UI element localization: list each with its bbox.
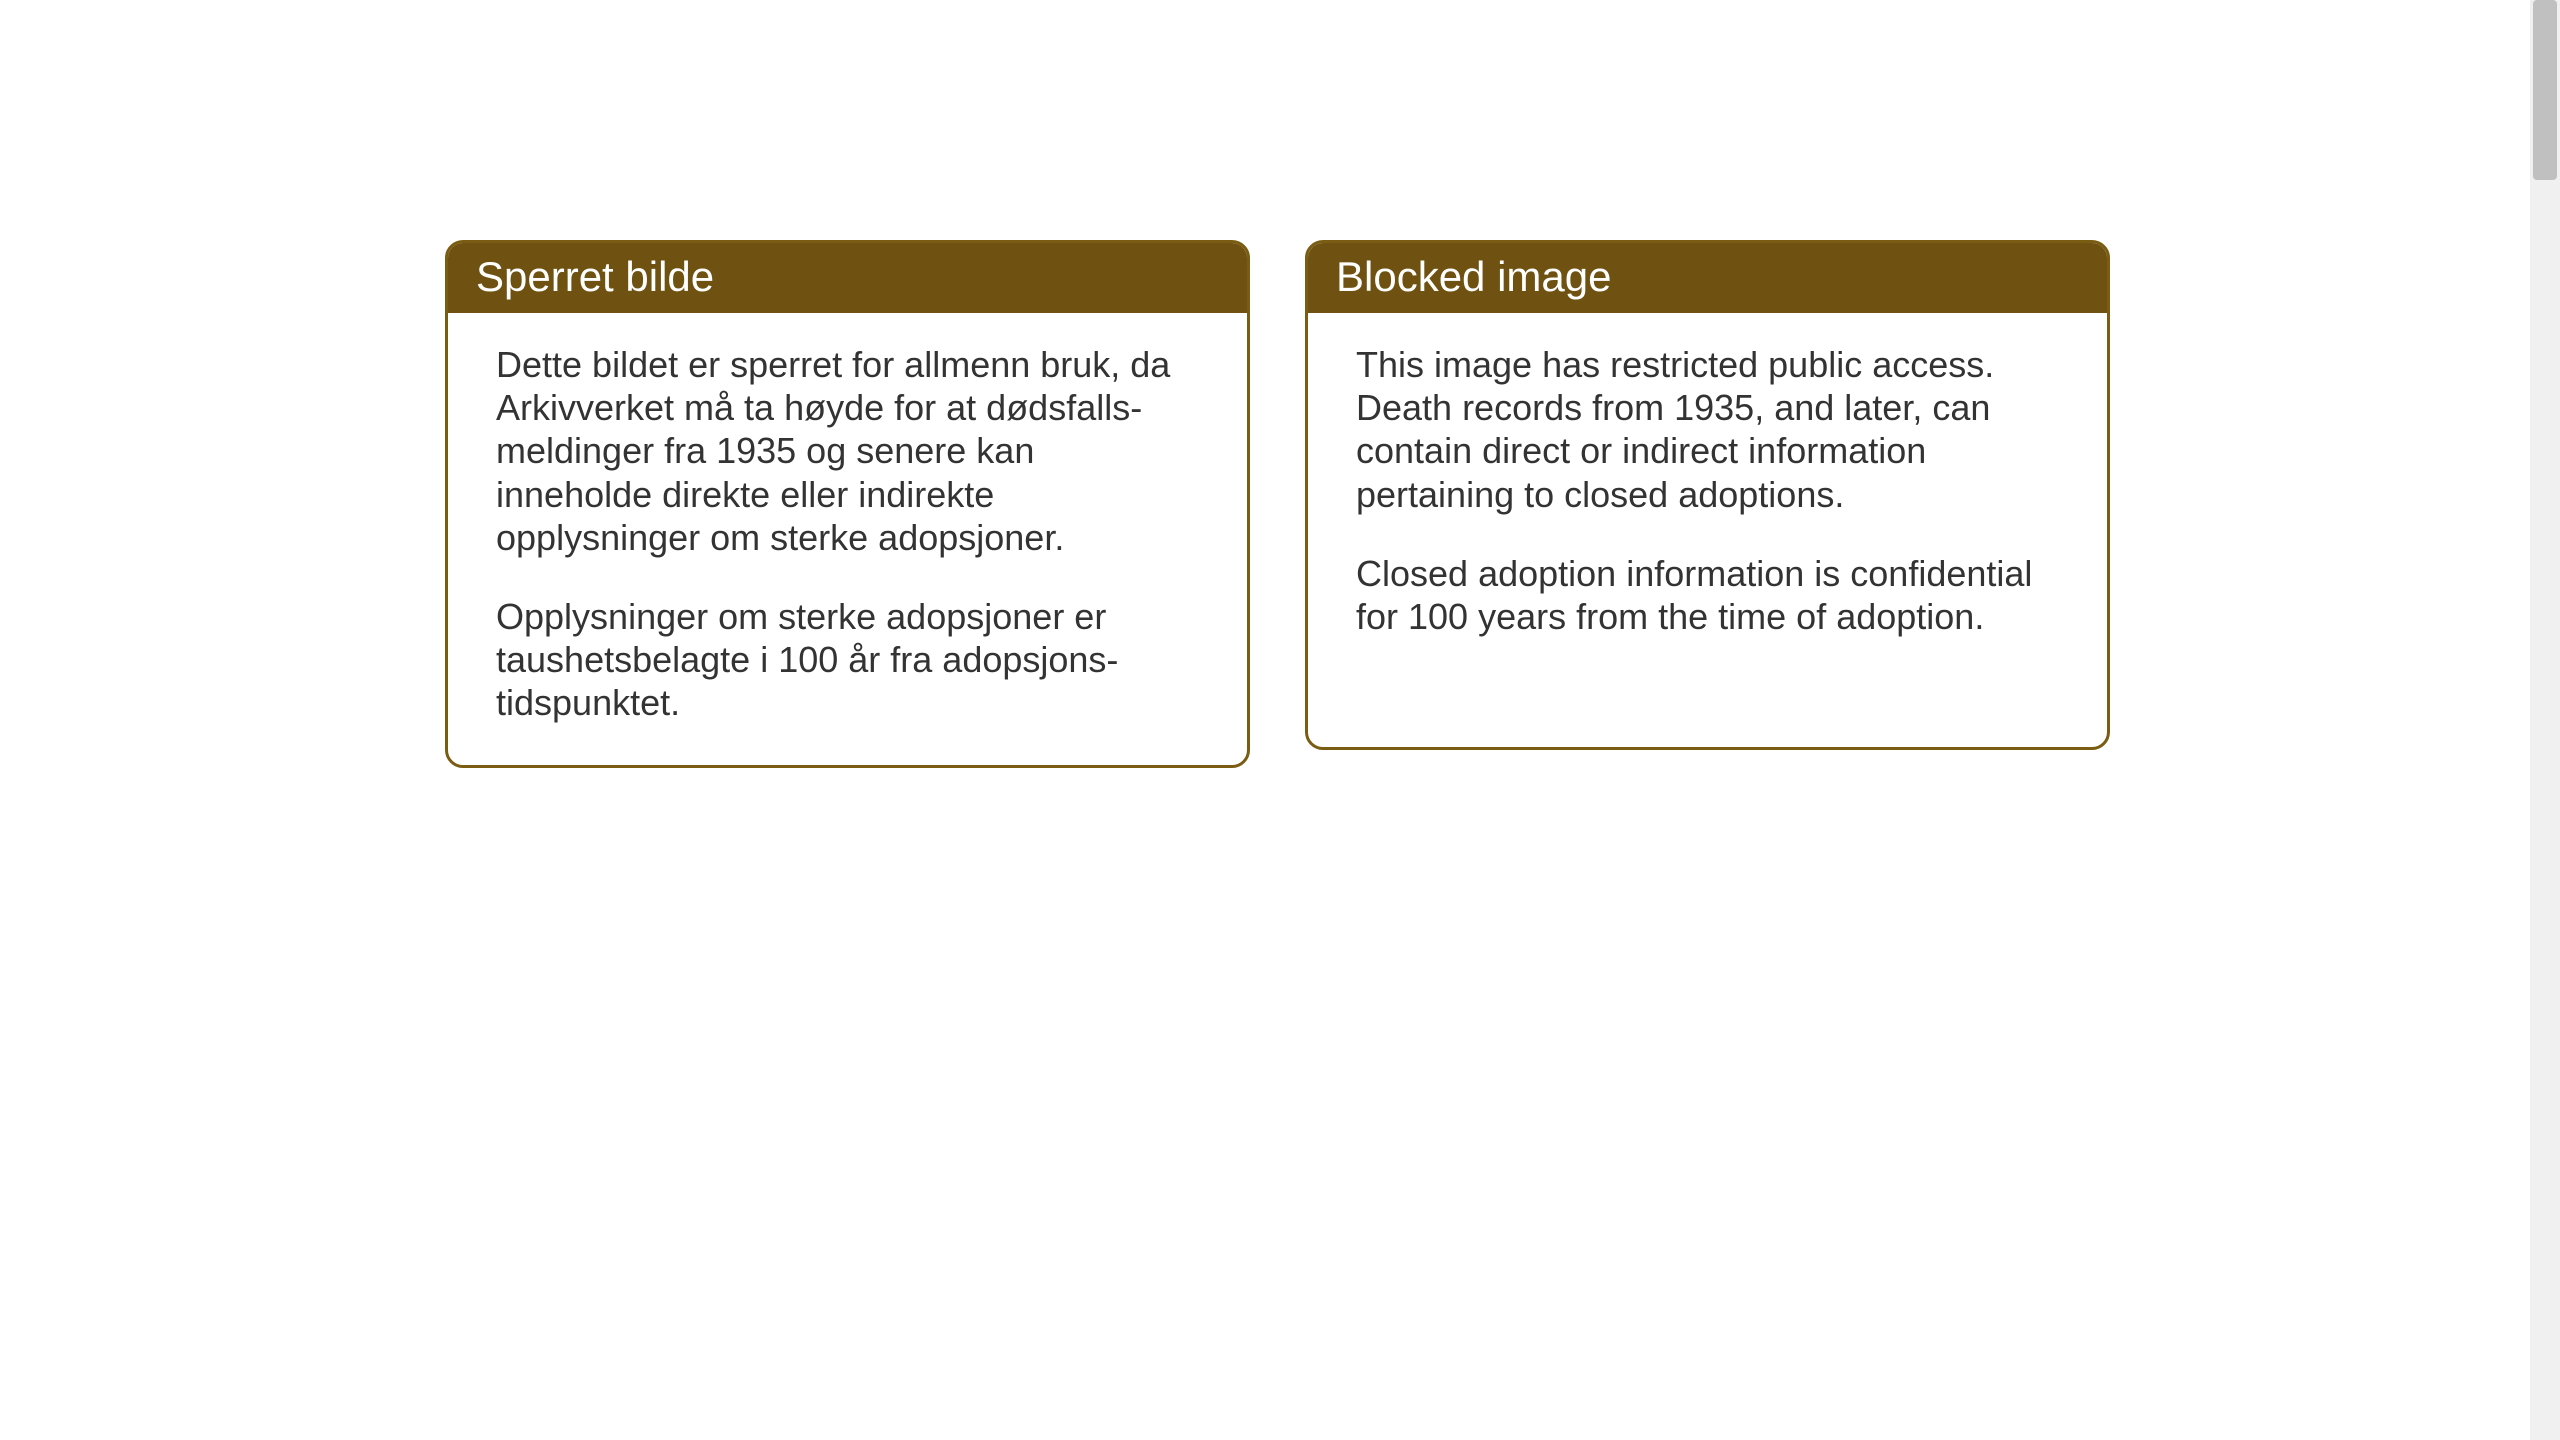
- english-paragraph-2: Closed adoption information is confident…: [1356, 552, 2059, 638]
- norwegian-paragraph-1: Dette bildet er sperret for allmenn bruk…: [496, 343, 1199, 559]
- english-card-body: This image has restricted public access.…: [1308, 313, 2107, 678]
- english-card-title: Blocked image: [1308, 243, 2107, 313]
- notice-cards-container: Sperret bilde Dette bildet er sperret fo…: [445, 240, 2110, 768]
- english-notice-card: Blocked image This image has restricted …: [1305, 240, 2110, 750]
- norwegian-card-body: Dette bildet er sperret for allmenn bruk…: [448, 313, 1247, 765]
- norwegian-card-title: Sperret bilde: [448, 243, 1247, 313]
- english-paragraph-1: This image has restricted public access.…: [1356, 343, 2059, 516]
- norwegian-notice-card: Sperret bilde Dette bildet er sperret fo…: [445, 240, 1250, 768]
- norwegian-paragraph-2: Opplysninger om sterke adopsjoner er tau…: [496, 595, 1199, 725]
- scrollbar-track[interactable]: [2530, 0, 2560, 1440]
- scrollbar-thumb[interactable]: [2533, 0, 2557, 180]
